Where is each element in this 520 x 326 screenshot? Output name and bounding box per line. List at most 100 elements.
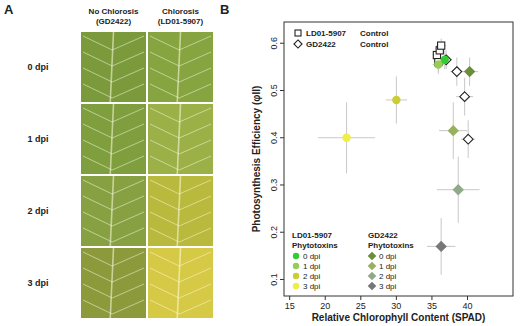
point (463, 134, 473, 144)
point (434, 60, 442, 68)
y-tick (280, 279, 284, 280)
leaf-image (81, 104, 146, 174)
vein (179, 36, 211, 50)
x-tick-label: 40 (462, 301, 472, 311)
y-tick (280, 43, 284, 44)
legend-label: 1 dpi (303, 262, 321, 271)
vein (150, 196, 179, 210)
x-tick (396, 296, 397, 300)
y-tick (280, 137, 284, 138)
y-tick-label: 0.4 (269, 131, 279, 144)
vein (179, 68, 211, 82)
vein (83, 108, 112, 122)
vein (177, 176, 180, 246)
vein (110, 104, 113, 174)
vein (83, 68, 112, 82)
legend-marker (295, 30, 301, 36)
leaf-image (81, 248, 146, 318)
leaf-image (81, 176, 146, 246)
vein (112, 84, 144, 98)
point (460, 92, 470, 102)
x-tick (467, 296, 468, 300)
vein (179, 140, 211, 154)
vein (179, 156, 211, 170)
leaf-image (148, 176, 213, 246)
vein (177, 32, 180, 102)
y-tick-label: 0.3 (269, 179, 279, 192)
vein (179, 268, 211, 282)
vein (112, 156, 144, 170)
leaf-tile (148, 32, 213, 102)
vein (83, 252, 112, 266)
y-axis-title: Photosynthesis Efficiency (φII) (251, 86, 262, 233)
vein (177, 104, 180, 174)
legend-marker (368, 282, 377, 291)
vein (83, 212, 112, 226)
point (464, 66, 475, 77)
legend-label: Control (360, 40, 388, 49)
vein (179, 84, 211, 98)
vein (177, 248, 180, 318)
point (441, 55, 451, 65)
row-label: 1 dpi (27, 134, 48, 144)
vein (112, 196, 144, 210)
row-label: 3 dpi (27, 278, 48, 288)
vein (112, 52, 144, 66)
legend-marker (293, 283, 299, 289)
vein (112, 36, 144, 50)
vein (179, 124, 211, 138)
vein (83, 140, 112, 154)
x-tick-label: 20 (320, 301, 330, 311)
vein (150, 68, 179, 82)
legend-title: LD01-5907 (292, 231, 333, 240)
leaf-tile (148, 248, 213, 318)
column-subtitle: (GD2422) (96, 17, 131, 26)
x-tick (289, 296, 290, 300)
point (453, 184, 464, 195)
leaf-tile (81, 104, 146, 174)
figure: ANo Chlorosis(GD2422)Chlorosis(LD01-5907… (0, 0, 520, 326)
vein (150, 108, 179, 122)
leaf-image (81, 32, 146, 102)
x-tick (325, 296, 326, 300)
point (436, 241, 447, 252)
x-tick-label: 15 (285, 301, 295, 311)
vein (150, 252, 179, 266)
legend-label: 1 dpi (379, 262, 397, 271)
leaf-tile (81, 248, 146, 318)
vein (112, 68, 144, 82)
column-title: Chlorosis (162, 7, 199, 16)
legend-marker (293, 273, 299, 279)
x-tick-label: 30 (391, 301, 401, 311)
leaf-image (148, 104, 213, 174)
leaf-tile (148, 176, 213, 246)
panel-label: B (220, 2, 229, 17)
vein (179, 212, 211, 226)
x-tick-label: 25 (356, 301, 366, 311)
legend-label: 0 dpi (303, 252, 321, 261)
vein (150, 268, 179, 282)
legend-marker (293, 253, 299, 259)
legend-marker (293, 263, 299, 269)
points (342, 42, 475, 252)
x-tick (431, 296, 432, 300)
legend-marker (368, 262, 377, 271)
vein (83, 284, 112, 298)
vein (112, 124, 144, 138)
y-tick-label: 0.6 (269, 37, 279, 50)
vein (150, 156, 179, 170)
vein (83, 228, 112, 242)
vein (179, 284, 211, 298)
y-tick (280, 232, 284, 233)
legend-title: GD2422 (368, 231, 398, 240)
vein (179, 52, 211, 66)
vein (150, 284, 179, 298)
legend-marker (368, 272, 377, 281)
vein (150, 36, 179, 50)
legend-label: 3 dpi (379, 282, 397, 291)
vein (112, 284, 144, 298)
vein (112, 212, 144, 226)
vein (150, 212, 179, 226)
point (342, 134, 350, 142)
vein (150, 84, 179, 98)
